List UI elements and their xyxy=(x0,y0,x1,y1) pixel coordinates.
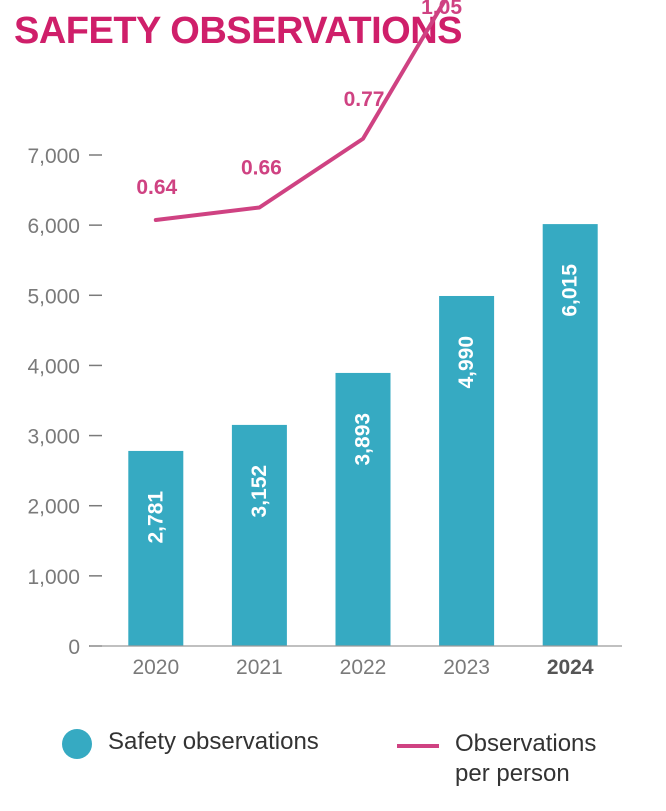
y-tick-label: 1,000 xyxy=(27,566,80,589)
x-axis: 2020 2021 2022 2023 2024 xyxy=(90,645,622,679)
y-tick-label: 3,000 xyxy=(27,426,80,449)
legend-item-bars: Safety observations xyxy=(62,727,319,759)
bar xyxy=(335,372,391,646)
bar-value-label: 2,781 xyxy=(144,491,167,544)
legend-label-line: Safety observations xyxy=(108,728,319,755)
bar xyxy=(439,295,495,646)
bar-value-label: 3,893 xyxy=(352,413,375,466)
bar xyxy=(542,224,598,647)
legend-item-line: Observations per person xyxy=(397,729,596,789)
x-tick-label: 2022 xyxy=(340,656,387,679)
bars: 2,781 3,152 3,893 4,990 6,015 xyxy=(128,224,598,647)
legend-label-bars: Safety observations xyxy=(108,727,319,757)
y-tick-label: 5,000 xyxy=(27,285,80,308)
line-value-label: 1.05 xyxy=(421,0,462,19)
x-tick-label: 2020 xyxy=(132,656,179,679)
x-tick-label: 2021 xyxy=(236,656,283,679)
legend-label-line: Observations xyxy=(455,730,597,757)
legend-label-line: per person xyxy=(455,760,570,787)
line-value-label: 0.77 xyxy=(344,88,385,111)
x-tick-label: 2024 xyxy=(547,656,594,679)
bar-value-label: 6,015 xyxy=(559,264,582,317)
legend-swatch-bar xyxy=(62,729,92,759)
bar xyxy=(128,450,184,646)
y-tick-label: 6,000 xyxy=(27,215,80,238)
legend-swatch-line xyxy=(397,744,439,748)
chart-title: SAFETY OBSERVATIONS xyxy=(14,10,462,52)
ratio-line xyxy=(153,0,448,222)
bar-value-label: 3,152 xyxy=(248,465,271,518)
y-tick-label: 0 xyxy=(68,636,80,659)
y-tick-label: 2,000 xyxy=(27,496,80,519)
bar xyxy=(231,424,287,646)
bar-value-label: 4,990 xyxy=(455,336,478,389)
ratio-line-layer: 0.640.660.771.051.20 xyxy=(136,0,462,222)
legend-label-line-series: Observations per person xyxy=(455,729,596,789)
y-tick-label: 4,000 xyxy=(27,355,80,378)
x-tick-label: 2023 xyxy=(443,656,490,679)
y-axis: 0 1,000 2,000 3,000 4,000 5,000 6,000 7,000 xyxy=(27,145,102,659)
y-tick-label: 7,000 xyxy=(27,145,80,168)
line-value-label: 0.66 xyxy=(241,157,282,180)
line-value-label: 0.64 xyxy=(136,176,177,199)
